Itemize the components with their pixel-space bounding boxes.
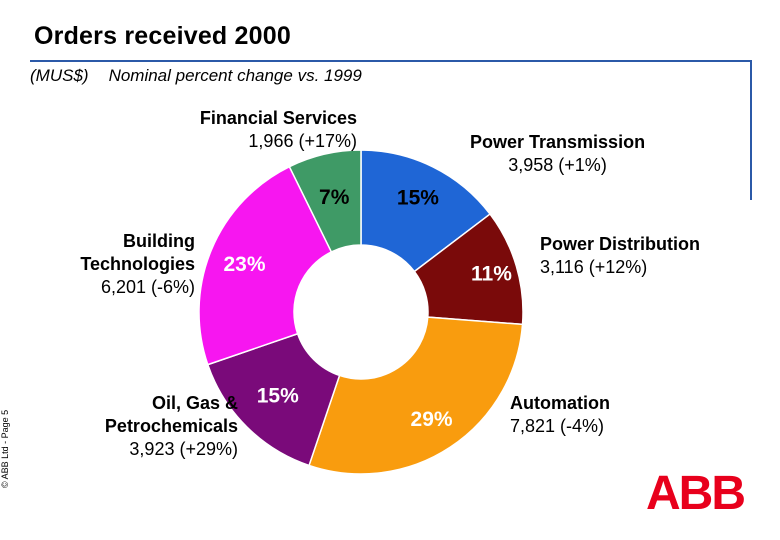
title-rule-vertical xyxy=(750,60,752,200)
percent-label: 15% xyxy=(257,385,299,408)
subtitle: (MUS$) Nominal percent change vs. 1999 xyxy=(30,66,362,86)
label-name-2: Technologies xyxy=(80,254,195,274)
copyright-note: © ABB Ltd - Page 5 xyxy=(0,409,10,488)
label-name: Financial Services xyxy=(199,108,357,128)
label-value: 3,923 (+29%) xyxy=(129,439,238,459)
change-note: Nominal percent change vs. 1999 xyxy=(108,66,362,85)
percent-label: 7% xyxy=(319,186,350,209)
label-value: 3,116 (+12%) xyxy=(540,257,648,277)
percent-label: 23% xyxy=(223,253,265,276)
label-name: Power Transmission xyxy=(470,132,646,152)
label-power-transmission: Power Transmission 3,958 (+1%) xyxy=(470,131,645,177)
label-automation: Automation 7,821 (-4%) xyxy=(510,392,610,438)
label-value: 6,201 (-6%) xyxy=(100,277,195,297)
label-value: 7,821 (-4%) xyxy=(510,416,605,436)
label-name: Automation xyxy=(510,393,610,413)
unit-label: (MUS$) xyxy=(30,66,89,85)
percent-label: 29% xyxy=(411,408,453,431)
label-financial-services: Financial Services 1,966 (+17%) xyxy=(200,107,357,153)
label-name: Oil, Gas & xyxy=(151,393,238,413)
abb-logo: ABB xyxy=(646,467,746,520)
label-value: 3,958 (+1%) xyxy=(508,155,607,175)
donut-slice-financial-services xyxy=(288,149,362,253)
title-rule xyxy=(30,60,752,62)
percent-label: 15% xyxy=(397,186,439,209)
label-power-distribution: Power Distribution 3,116 (+12%) xyxy=(540,233,700,279)
label-name: Building xyxy=(123,231,195,251)
label-value: 1,966 (+17%) xyxy=(248,131,357,151)
donut-slice-oil-gas-petrochemicals xyxy=(206,332,341,467)
label-building-technologies: Building Technologies 6,201 (-6%) xyxy=(80,230,195,299)
donut-slice-automation xyxy=(308,316,524,475)
percent-label: 11% xyxy=(471,263,512,286)
page-title: Orders received 2000 xyxy=(34,22,291,50)
donut-slice-power-transmission xyxy=(360,149,492,273)
donut-slice-building-technologies xyxy=(198,165,333,366)
label-name-2: Petrochemicals xyxy=(104,416,238,436)
label-name: Power Distribution xyxy=(540,234,701,254)
label-oil-gas: Oil, Gas & Petrochemicals 3,923 (+29%) xyxy=(105,392,238,461)
